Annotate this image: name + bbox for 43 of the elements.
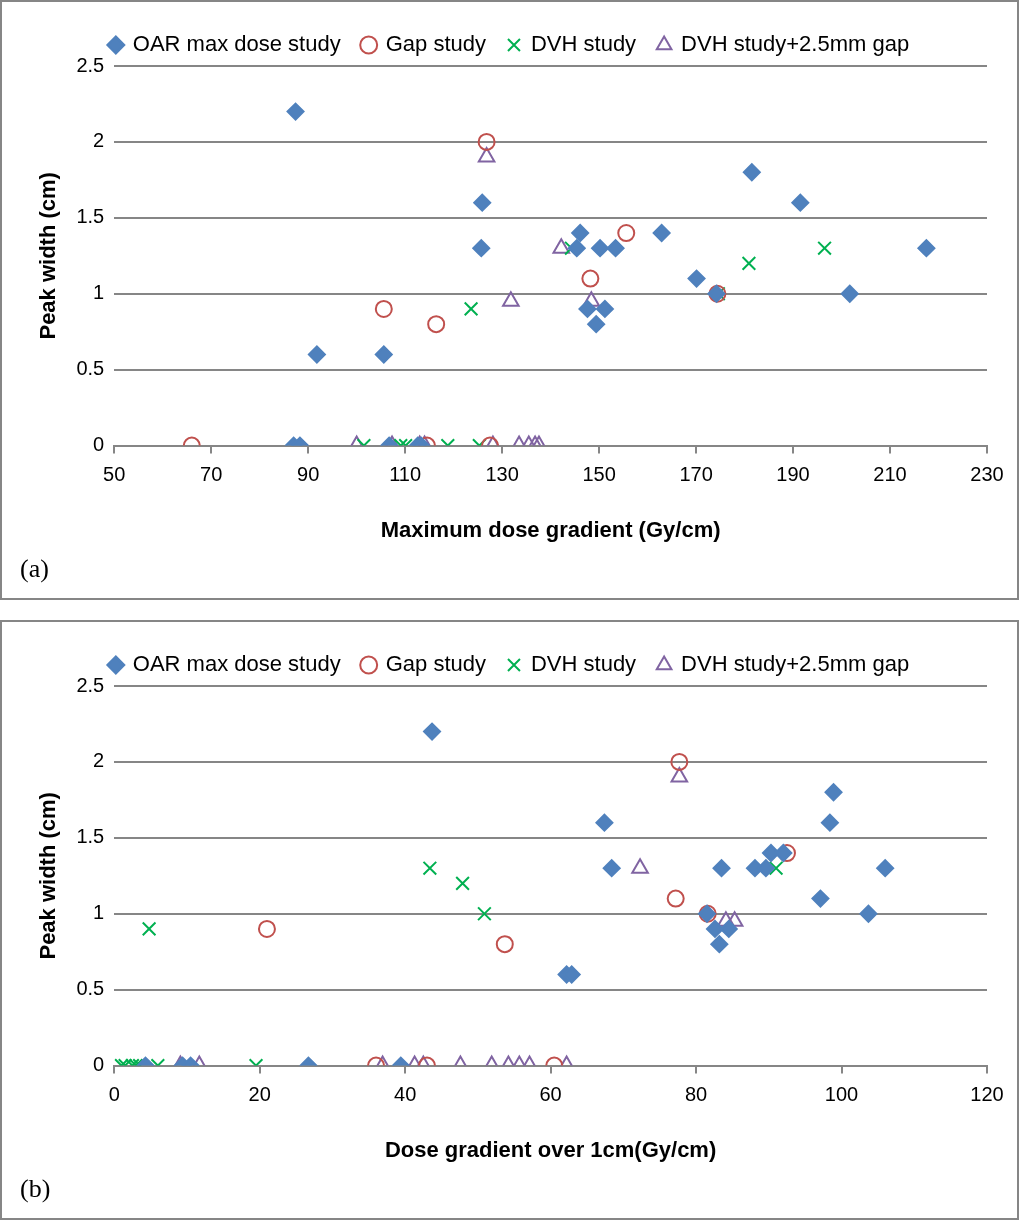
x-tick-label: 110 [389,463,422,486]
x-tick-label: 120 [970,1083,1004,1106]
x-tick-label: 130 [485,463,519,486]
y-tick-label: 0 [93,433,105,456]
y-tick-label: 0.5 [76,977,105,1000]
legend-label: Gap study [385,31,486,57]
text: (b) [20,1174,51,1204]
x-tick-label: 80 [684,1083,708,1106]
x-tick-label: 50 [103,463,126,486]
legend-label: OAR max dose study [132,651,341,677]
y-tick-label: 2.5 [76,53,105,76]
x-tick-label: 90 [297,463,320,486]
legend-label: DVH study+2.5mm gap [681,651,910,677]
x-tick-label: 150 [582,463,616,486]
text: (a) [20,554,49,584]
x-tick-label: 210 [873,463,907,486]
x-axis-title: Maximum dose gradient (Gy/cm) [380,516,721,542]
x-tick-label: 100 [824,1083,859,1106]
y-tick-label: 0.5 [76,357,105,380]
legend-label: OAR max dose study [132,31,341,57]
x-tick-label: 40 [394,1083,417,1106]
y-axis-title: Peak width (cm) [35,792,61,960]
legend-label: DVH study [530,651,637,677]
x-tick-label: 70 [200,463,223,486]
legend-label: Gap study [385,651,486,677]
y-tick-label: 1.5 [76,205,105,228]
x-tick-label: 170 [679,463,713,486]
x-tick-label: 230 [970,463,1004,486]
y-tick-label: 1 [93,901,105,924]
y-tick-label: 2 [93,129,105,152]
x-tick-label: 60 [539,1083,562,1106]
x-tick-label: 0 [108,1083,120,1106]
y-tick-label: 1 [93,281,105,304]
y-tick-label: 0 [93,1053,105,1076]
legend-label: DVH study+2.5mm gap [681,31,910,57]
y-tick-label: 2 [93,749,105,772]
y-axis-title: Peak width (cm) [35,172,61,340]
x-tick-label: 190 [776,463,810,486]
x-axis-title: Dose gradient over 1cm(Gy/cm) [384,1136,717,1162]
x-tick-label: 20 [248,1083,271,1106]
y-tick-label: 1.5 [76,825,105,848]
y-tick-label: 2.5 [76,673,105,696]
legend-label: DVH study [530,31,637,57]
